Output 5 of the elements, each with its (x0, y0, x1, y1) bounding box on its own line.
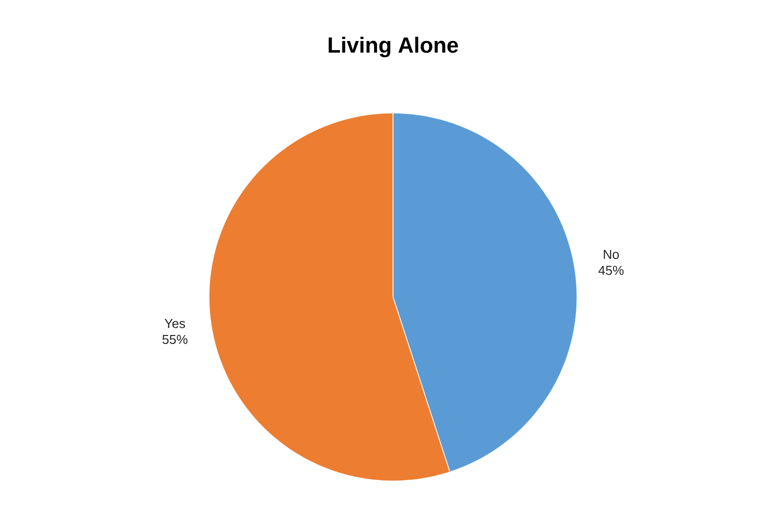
chart-title: Living Alone (328, 36, 458, 58)
slice-label: Yes (164, 319, 186, 328)
data-label: 55% (162, 334, 188, 344)
data-label: 45% (598, 266, 624, 275)
slice-label: No (604, 250, 619, 259)
